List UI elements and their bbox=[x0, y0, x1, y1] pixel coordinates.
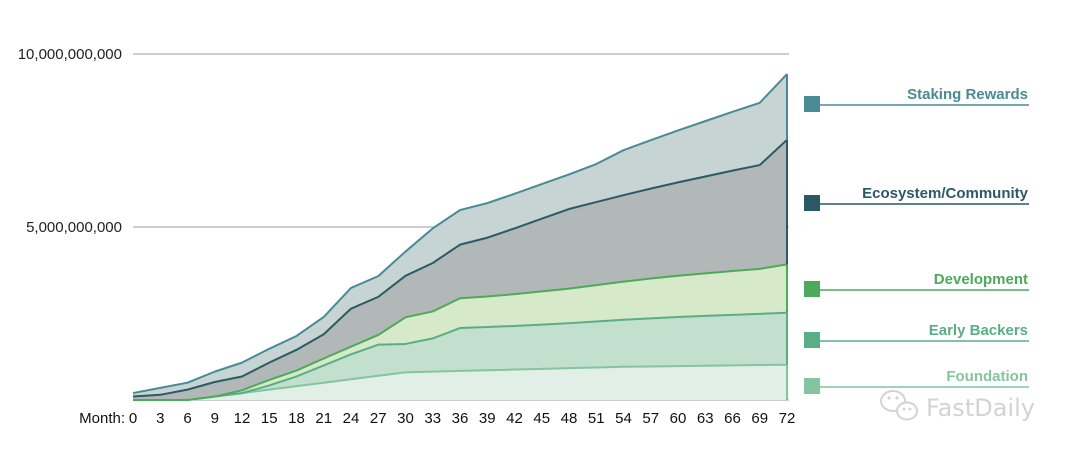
legend-item: Ecosystem/Community bbox=[804, 185, 1029, 211]
area-foundation bbox=[133, 364, 787, 400]
legend-swatch bbox=[804, 332, 820, 348]
x-tick-label: 3 bbox=[156, 410, 164, 427]
line-ecosystem-community bbox=[132, 139, 788, 398]
x-tick-label: 66 bbox=[724, 410, 741, 427]
legend-item: Development bbox=[804, 271, 1029, 297]
x-tick-label: 9 bbox=[211, 410, 219, 427]
x-tick-label: 69 bbox=[751, 410, 768, 427]
legend-label: Early Backers bbox=[929, 322, 1028, 339]
x-tick-label: 33 bbox=[424, 410, 441, 427]
legend-label: Development bbox=[934, 271, 1028, 288]
x-tick-label: 51 bbox=[588, 410, 605, 427]
x-tick-label: 12 bbox=[234, 410, 251, 427]
legend-item: Foundation bbox=[804, 368, 1029, 394]
x-axis-prefix-label: Month: bbox=[79, 410, 125, 427]
x-tick-label: 18 bbox=[288, 410, 305, 427]
series-lines bbox=[132, 73, 788, 401]
legend-swatch bbox=[804, 195, 820, 211]
x-tick-label: 48 bbox=[561, 410, 578, 427]
y-tick-label: 10,000,000,000 bbox=[18, 46, 122, 63]
x-tick-label: 6 bbox=[183, 410, 191, 427]
watermark-text: FastDaily bbox=[926, 394, 1035, 422]
x-tick-label: 30 bbox=[397, 410, 414, 427]
area-development bbox=[133, 264, 787, 400]
x-tick-label: 54 bbox=[615, 410, 632, 427]
legend-swatch bbox=[804, 96, 820, 112]
legend-label: Foundation bbox=[946, 368, 1028, 385]
x-tick-label: 42 bbox=[506, 410, 523, 427]
wechat-logo-icon bbox=[880, 390, 918, 421]
area-ecosystem-community bbox=[133, 139, 787, 401]
line-staking-rewards bbox=[132, 73, 788, 395]
x-axis: Month: 0 3 6 9 12 15 18 21 24 27 30 33 36 39 42 45 48 51 5… bbox=[79, 410, 795, 427]
x-tick-label: 39 bbox=[479, 410, 496, 427]
legend-swatch bbox=[804, 378, 820, 394]
area-early-backers bbox=[133, 312, 787, 400]
x-tick-label: 24 bbox=[343, 410, 360, 427]
y-axis: 10,000,000,000 5,000,000,000 bbox=[18, 46, 122, 236]
x-tick-label: 63 bbox=[697, 410, 714, 427]
legend-label: Staking Rewards bbox=[907, 86, 1028, 103]
x-tick-label: 57 bbox=[642, 410, 659, 427]
legend-item: Early Backers bbox=[804, 322, 1029, 348]
stacked-areas bbox=[133, 74, 787, 401]
x-tick-label: 72 bbox=[779, 410, 796, 427]
x-tick-label: 45 bbox=[533, 410, 550, 427]
legend: Staking Rewards Ecosystem/Community Develo… bbox=[804, 86, 1029, 394]
area-staking-rewards bbox=[133, 74, 787, 397]
legend-label: Ecosystem/Community bbox=[862, 185, 1029, 202]
x-tick-label: 36 bbox=[452, 410, 469, 427]
line-early-backers bbox=[133, 311, 788, 401]
x-tick-label: 0 bbox=[129, 410, 137, 427]
legend-swatch bbox=[804, 281, 820, 297]
x-tick-label: 15 bbox=[261, 410, 278, 427]
x-tick-label: 21 bbox=[315, 410, 332, 427]
x-tick-label: 27 bbox=[370, 410, 387, 427]
y-tick-label: 5,000,000,000 bbox=[26, 219, 122, 236]
watermark: FastDaily bbox=[880, 390, 1035, 422]
legend-item: Staking Rewards bbox=[804, 86, 1029, 112]
line-development bbox=[133, 263, 788, 401]
x-tick-label: 60 bbox=[670, 410, 687, 427]
